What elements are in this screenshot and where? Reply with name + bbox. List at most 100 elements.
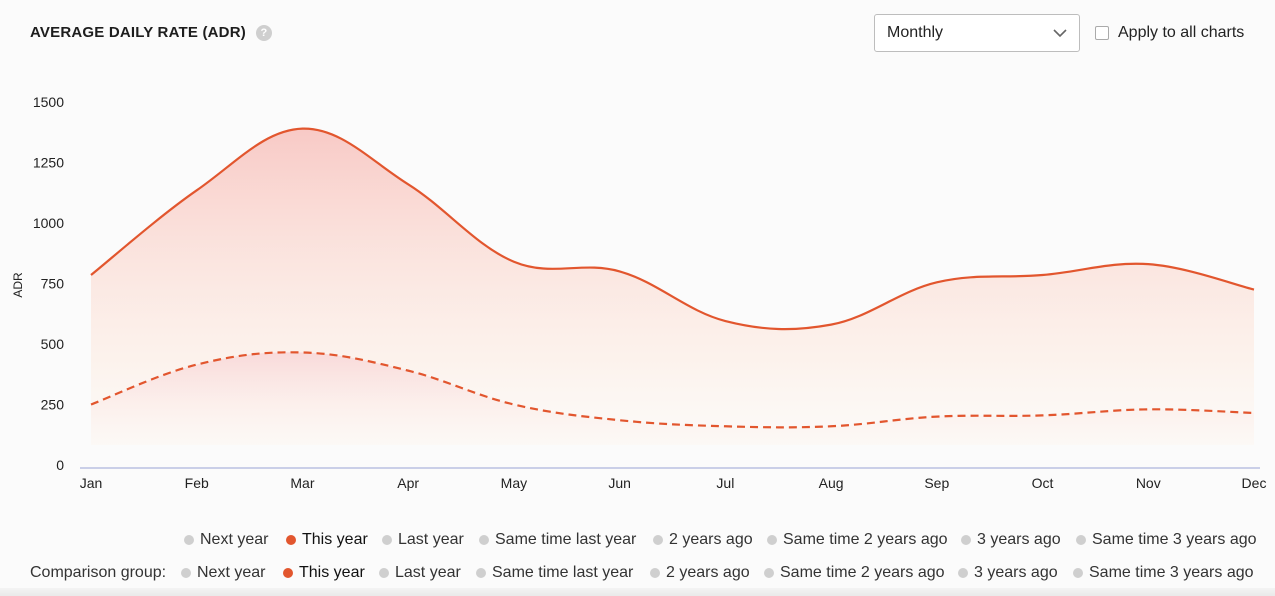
legend-dot-icon (379, 568, 389, 578)
legend-dot-icon (767, 535, 777, 545)
data-point[interactable] (828, 423, 834, 429)
legend-item-label: Next year (200, 531, 269, 548)
legend-item[interactable]: Same time last year (479, 531, 636, 549)
legend-item[interactable]: 2 years ago (653, 531, 753, 549)
data-point[interactable] (934, 414, 940, 420)
y-tick-label: 750 (41, 276, 65, 292)
apply-all-toggle[interactable]: Apply to all charts (1095, 24, 1244, 42)
legend-item[interactable]: Last year (382, 531, 464, 549)
comparison-legend-item-label: Same time 3 years ago (1089, 564, 1254, 581)
y-tick-label: 1250 (33, 155, 64, 171)
legend-dot-icon (476, 568, 486, 578)
data-point[interactable] (1145, 261, 1151, 267)
data-point[interactable] (1040, 272, 1046, 278)
y-axis-label: ADR (11, 272, 25, 298)
data-point[interactable] (194, 187, 200, 193)
data-point[interactable] (617, 417, 623, 423)
period-select[interactable]: Monthly (874, 14, 1080, 52)
legend-dot-icon (283, 568, 293, 578)
data-point[interactable] (405, 181, 411, 187)
period-select-value: Monthly (887, 24, 944, 41)
comparison-group-label: Comparison group: (30, 564, 167, 581)
data-point[interactable] (1040, 412, 1046, 418)
x-tick-label: Jul (716, 475, 734, 491)
comparison-legend-item-label: Last year (395, 564, 461, 581)
y-tick-label: 1000 (33, 215, 64, 231)
legend-dot-icon (382, 535, 392, 545)
data-point[interactable] (511, 259, 517, 265)
data-point[interactable] (934, 279, 940, 285)
comparison-legend-item-label: Same time last year (492, 564, 634, 581)
x-tick-label: Mar (290, 475, 314, 491)
legend-item[interactable]: Same time 3 years ago (1076, 531, 1257, 549)
data-point[interactable] (194, 362, 200, 368)
data-point[interactable] (88, 402, 94, 408)
x-tick-label: Jun (608, 475, 631, 491)
x-tick-label: May (501, 475, 527, 491)
data-point[interactable] (1145, 406, 1151, 412)
comparison-legend-item[interactable]: This year (283, 564, 365, 582)
comparison-legend-item[interactable]: Same time 2 years ago (764, 564, 945, 582)
data-point[interactable] (722, 318, 728, 324)
legend-dot-icon (181, 568, 191, 578)
x-tick-label: Apr (397, 475, 419, 491)
data-point[interactable] (1251, 410, 1257, 416)
y-tick-label: 0 (56, 457, 64, 473)
legend-item-label: Same time 3 years ago (1092, 531, 1257, 548)
y-tick-label: 250 (41, 397, 65, 413)
comparison-legend-item[interactable]: Next year (181, 564, 265, 582)
legend-dot-icon (653, 535, 663, 545)
comparison-legend-item-label: Same time 2 years ago (780, 564, 945, 581)
legend-item[interactable]: Next year (184, 531, 268, 549)
x-tick-label: Oct (1032, 475, 1054, 491)
data-point[interactable] (722, 423, 728, 429)
legend-dot-icon (961, 535, 971, 545)
legend-dot-icon (184, 535, 194, 545)
series-line-comparison[interactable] (90, 351, 1255, 429)
data-point[interactable] (299, 126, 305, 132)
bottom-edge (0, 588, 1275, 596)
x-tick-label: Nov (1136, 475, 1161, 491)
comparison-legend-item[interactable]: Last year (379, 564, 461, 582)
series-line-this-year[interactable] (90, 127, 1255, 331)
legend-item-label: Same time 2 years ago (783, 531, 948, 548)
adr-chart: 0 250 500 750 1000 1250 1500 ADR Jan Feb Mar Apr M… (11, 94, 1266, 491)
x-tick-label: Sep (924, 475, 949, 491)
data-point[interactable] (299, 349, 305, 355)
legend-item[interactable]: Same time 2 years ago (767, 531, 948, 549)
legend-dot-icon (1076, 535, 1086, 545)
help-icon[interactable]: ? (255, 24, 272, 41)
comparison-legend-item-label: 3 years ago (974, 564, 1058, 581)
series-area-comparison (91, 352, 1254, 445)
y-tick-label: 1500 (33, 94, 64, 110)
data-point[interactable] (405, 368, 411, 374)
comparison-legend-item[interactable]: Same time last year (476, 564, 633, 582)
legend-item[interactable]: 3 years ago (961, 531, 1061, 549)
comparison-legend-item[interactable]: 2 years ago (650, 564, 750, 582)
comparison-legend-item[interactable]: Same time 3 years ago (1073, 564, 1254, 582)
data-point[interactable] (1251, 287, 1257, 293)
data-point[interactable] (828, 322, 834, 328)
data-point[interactable] (617, 268, 623, 274)
chart-title: AVERAGE DAILY RATE (ADR) ? (30, 24, 272, 41)
comparison-legend: Comparison group: Next year This year Last… (0, 564, 1275, 586)
apply-all-checkbox[interactable] (1095, 26, 1109, 40)
comparison-legend-item-label: Next year (197, 564, 266, 581)
legend-dot-icon (1073, 568, 1083, 578)
data-point[interactable] (88, 272, 94, 278)
apply-all-label: Apply to all charts (1118, 24, 1245, 41)
chart-title-text: AVERAGE DAILY RATE (ADR) (30, 24, 246, 41)
x-tick-label: Feb (185, 475, 209, 491)
x-tick-label: Jan (80, 475, 103, 491)
comparison-legend-item-label: This year (299, 564, 365, 581)
legend-item-label: Same time last year (495, 531, 637, 548)
chevron-down-icon (1053, 28, 1067, 37)
legend-dot-icon (650, 568, 660, 578)
legend-dot-icon (764, 568, 774, 578)
legend-dot-icon (286, 535, 296, 545)
legend-item-label: 3 years ago (977, 531, 1061, 548)
legend-item-label: This year (302, 531, 368, 548)
data-point[interactable] (511, 402, 517, 408)
legend-item[interactable]: This year (286, 531, 368, 549)
comparison-legend-item[interactable]: 3 years ago (958, 564, 1058, 582)
